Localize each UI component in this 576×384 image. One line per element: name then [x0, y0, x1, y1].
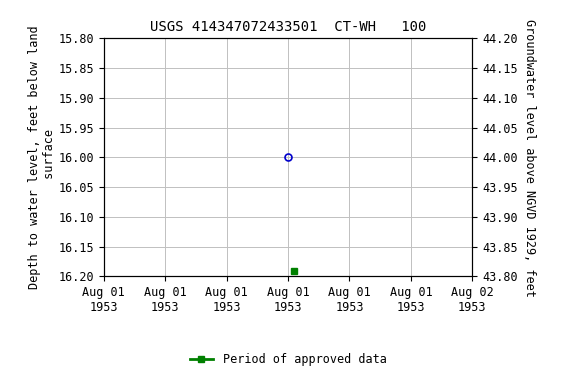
Y-axis label: Depth to water level, feet below land
 surface: Depth to water level, feet below land su…: [28, 26, 55, 289]
Title: USGS 414347072433501  CT-WH   100: USGS 414347072433501 CT-WH 100: [150, 20, 426, 35]
Y-axis label: Groundwater level above NGVD 1929, feet: Groundwater level above NGVD 1929, feet: [523, 18, 536, 296]
Legend: Period of approved data: Period of approved data: [185, 348, 391, 371]
